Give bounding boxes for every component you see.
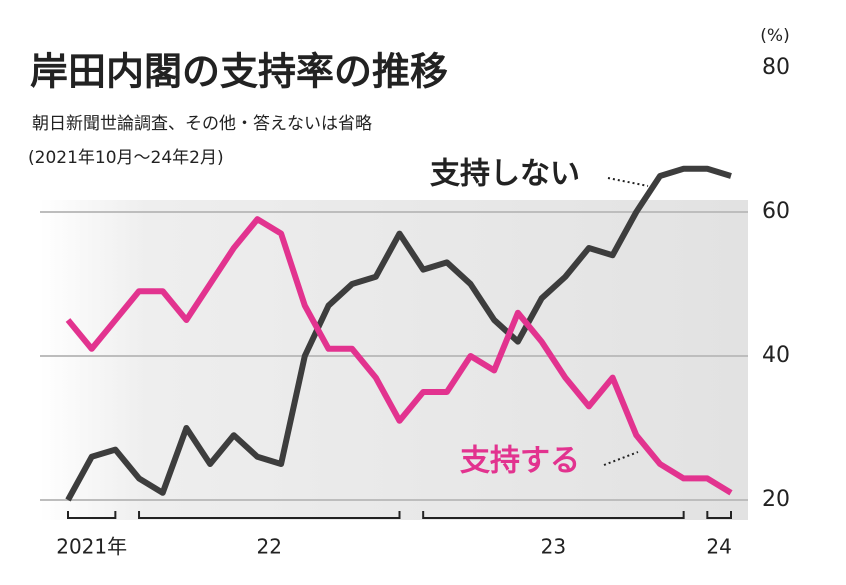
unit-label: (%) (760, 26, 789, 46)
x-group-bracket (706, 511, 732, 519)
leader-line (607, 177, 649, 187)
legend-label: 支持しない (430, 157, 580, 192)
x-group-bracket (422, 511, 685, 519)
y-tick-label: 80 (762, 55, 790, 80)
series-line (65, 216, 733, 496)
subtitle: 朝日新聞世論調査、その他・答えないは省略 (32, 114, 372, 134)
period: (2021年10月～24年2月) (28, 148, 224, 168)
x-group-bracket (67, 511, 117, 519)
x-tick-label: 23 (541, 535, 566, 559)
chart-title: 岸田内閣の支持率の推移 (30, 50, 448, 94)
plot-background (40, 200, 748, 520)
series-line (65, 165, 732, 502)
x-tick-label: 22 (257, 535, 282, 559)
x-tick-label: 24 (706, 535, 731, 559)
y-tick-label: 60 (762, 199, 790, 224)
y-tick-label: 20 (762, 487, 790, 512)
legend-label: 支持する (460, 444, 580, 479)
leader-line (603, 451, 639, 466)
x-group-bracket (138, 511, 401, 519)
x-tick-label: 2021年 (56, 535, 127, 559)
y-tick-label: 40 (762, 343, 790, 368)
